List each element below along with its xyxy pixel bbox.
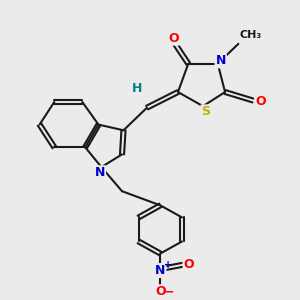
Text: O: O	[255, 95, 266, 108]
Text: O: O	[168, 32, 179, 45]
Text: CH₃: CH₃	[240, 31, 262, 40]
Text: N: N	[155, 264, 166, 277]
Text: O: O	[184, 258, 194, 272]
Text: S: S	[201, 105, 210, 119]
Text: N: N	[215, 54, 226, 68]
Text: H: H	[132, 82, 142, 95]
Text: +: +	[164, 260, 172, 270]
Text: −: −	[164, 285, 174, 298]
Text: N: N	[95, 166, 105, 179]
Text: O: O	[155, 285, 166, 298]
